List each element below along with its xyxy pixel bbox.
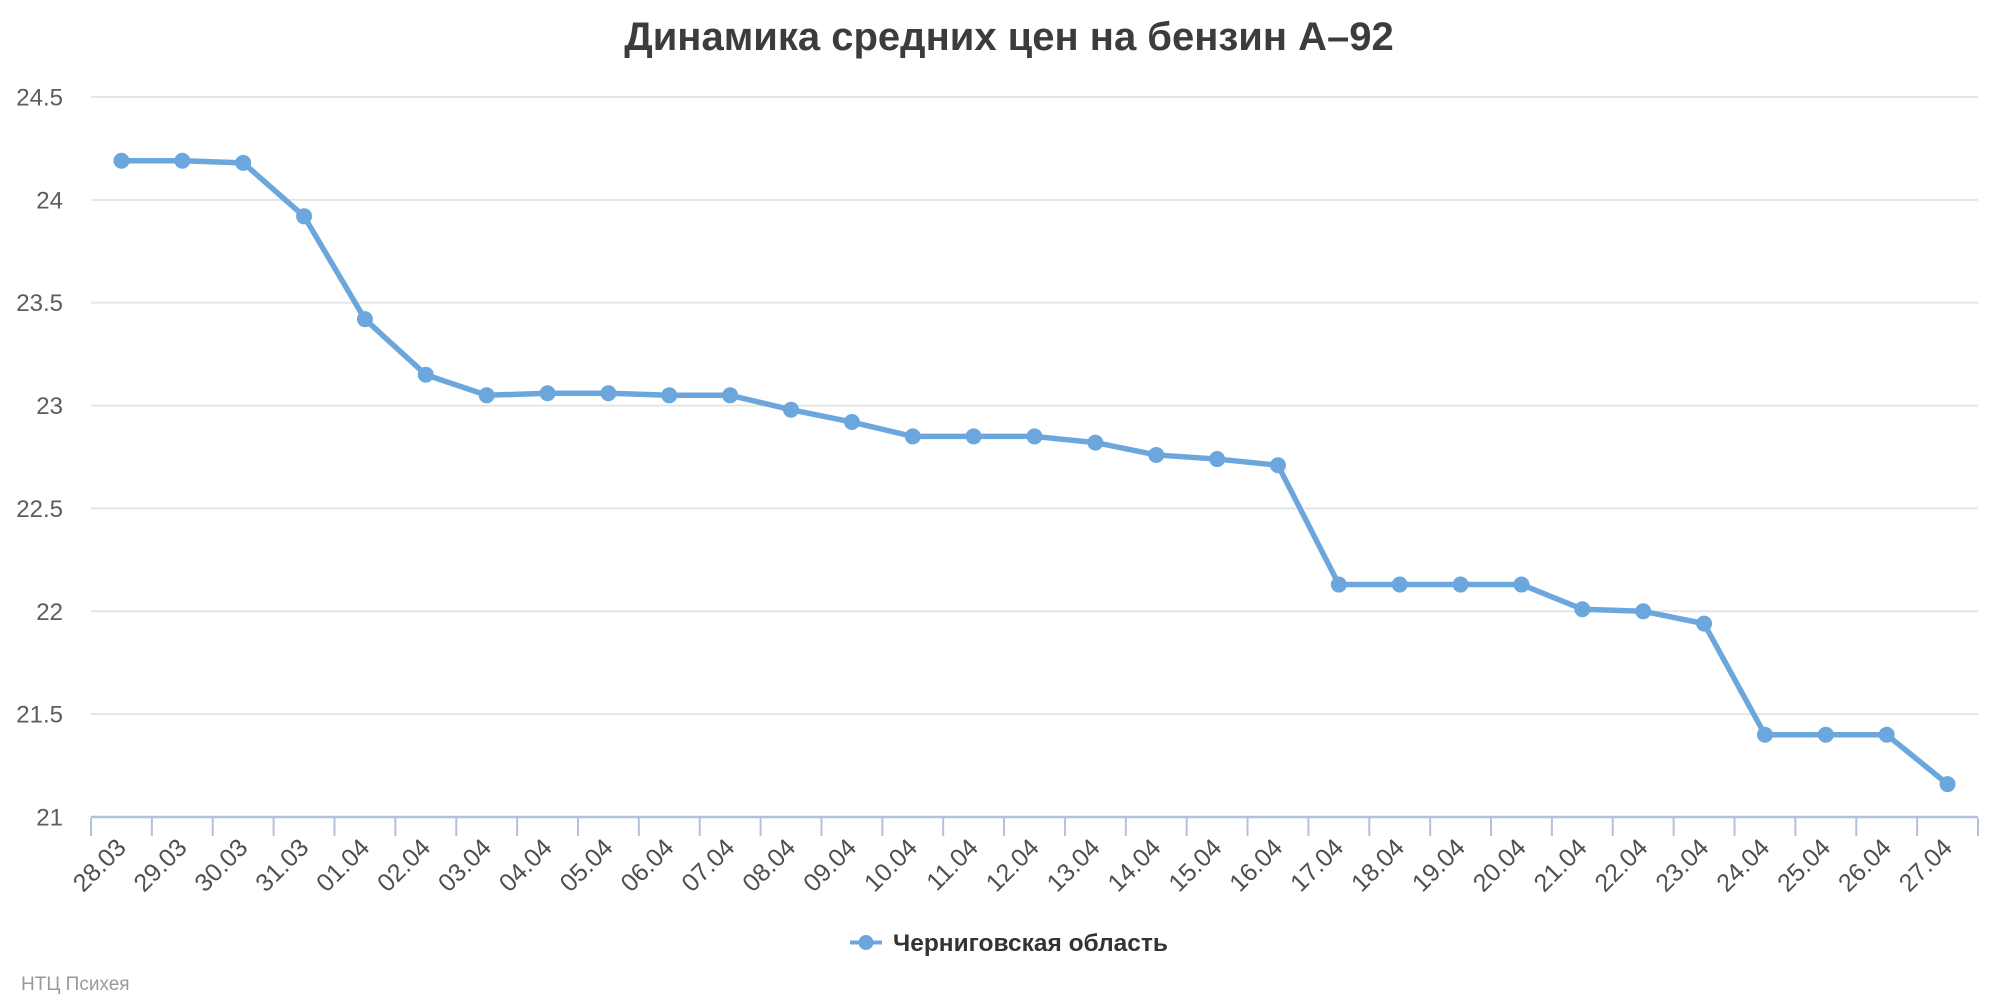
svg-text:НТЦ Психея: НТЦ Психея <box>21 974 130 995</box>
svg-text:24: 24 <box>36 187 63 214</box>
svg-text:Динамика средних цен на бензин: Динамика средних цен на бензин А–92 <box>624 15 1394 59</box>
svg-text:23: 23 <box>36 393 63 420</box>
svg-text:22: 22 <box>36 599 63 626</box>
svg-text:21: 21 <box>36 805 63 832</box>
svg-text:24.5: 24.5 <box>16 85 63 112</box>
svg-text:21.5: 21.5 <box>16 702 63 729</box>
svg-text:23.5: 23.5 <box>16 290 63 317</box>
svg-text:Черниговская область: Черниговская область <box>893 930 1168 957</box>
svg-text:22.5: 22.5 <box>16 496 63 523</box>
